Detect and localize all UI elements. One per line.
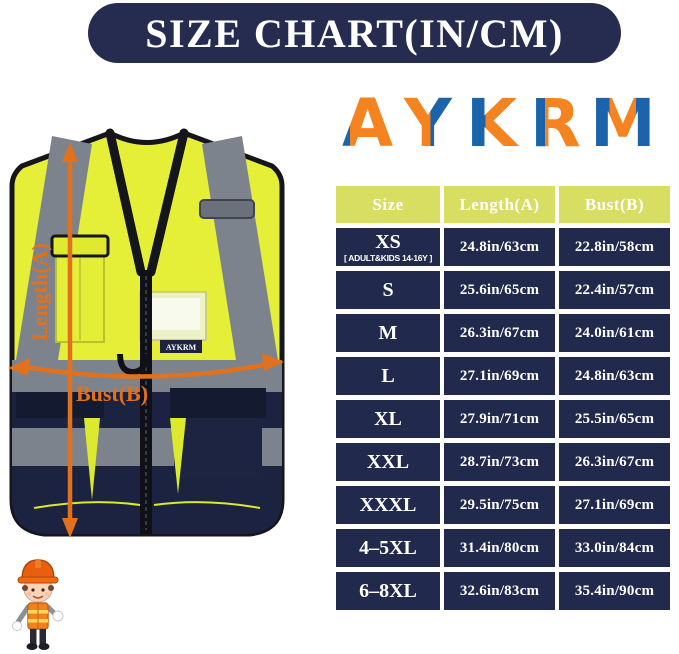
bust-cell: 22.4in/57cm	[559, 271, 670, 309]
logo-letter-a: A	[342, 85, 393, 162]
size-table: Size Length(A) Bust(B) XS [ ADULT&KIDS 1…	[336, 186, 670, 610]
bust-label: Bust(B)	[76, 381, 148, 406]
logo-letter-r: R	[530, 85, 581, 162]
size-cell: XXXL	[336, 486, 440, 524]
header-cell-size: Size	[336, 186, 440, 223]
d-ring-loop	[117, 353, 149, 376]
logo-letter-k: K	[466, 85, 520, 162]
lower-pockets	[16, 388, 266, 509]
title-banner: SIZE CHART(IN/CM)	[88, 3, 621, 63]
bust-arrow	[8, 353, 284, 379]
bust-cell: 35.4in/90cm	[559, 572, 670, 610]
vest-brand-tag: AYKRM	[166, 343, 197, 352]
length-cell: 27.9in/71cm	[444, 400, 555, 438]
length-cell: 32.6in/83cm	[444, 572, 555, 610]
bust-cell: 33.0in/84cm	[559, 529, 670, 567]
zipper	[105, 128, 189, 534]
pen-pocket	[50, 234, 110, 343]
bust-cell: 25.5in/65cm	[559, 400, 670, 438]
size-cell: 4–5XL	[336, 529, 440, 567]
mascot-body	[12, 559, 64, 650]
length-cell: 29.5in/75cm	[444, 486, 555, 524]
chest-badge	[199, 199, 255, 219]
page-title: SIZE CHART(IN/CM)	[145, 10, 564, 56]
bust-cell: 26.3in/67cm	[559, 443, 670, 481]
length-label: Length(A)	[27, 243, 52, 341]
header-cell-length: Length(A)	[444, 186, 555, 223]
logo-letter-y: Y	[403, 85, 453, 162]
size-cell: S	[336, 271, 440, 309]
logo-letter-m: M	[590, 85, 656, 162]
bust-cell: 22.8in/58cm	[559, 228, 670, 266]
length-cell: 25.6in/65cm	[444, 271, 555, 309]
length-cell: 24.8in/63cm	[444, 228, 555, 266]
worker-mascot-illustration	[12, 559, 64, 650]
bust-cell: 27.1in/69cm	[559, 486, 670, 524]
vest-measurement-diagram: AYKRM Length(A) Bust(B)	[8, 128, 285, 538]
size-label: XS	[375, 230, 401, 253]
size-cell: L	[336, 357, 440, 395]
size-cell: M	[336, 314, 440, 352]
size-note: [ ADULT&KIDS 14-16Y ]	[343, 252, 432, 263]
header-cell-bust: Bust(B)	[559, 186, 670, 223]
bust-cell: 24.0in/61cm	[559, 314, 670, 352]
length-cell: 31.4in/80cm	[444, 529, 555, 567]
length-cell: 28.7in/73cm	[444, 443, 555, 481]
size-cell: XL	[336, 400, 440, 438]
size-cell: 6–8XL	[336, 572, 440, 610]
size-cell-xs: XS [ ADULT&KIDS 14-16Y ]	[336, 228, 440, 266]
size-cell: XXL	[336, 443, 440, 481]
bust-cell: 24.8in/63cm	[559, 357, 670, 395]
length-cell: 27.1in/69cm	[444, 357, 555, 395]
length-arrow	[62, 142, 78, 538]
brand-logo: A Y K R M	[342, 85, 656, 162]
length-cell: 26.3in/67cm	[444, 314, 555, 352]
